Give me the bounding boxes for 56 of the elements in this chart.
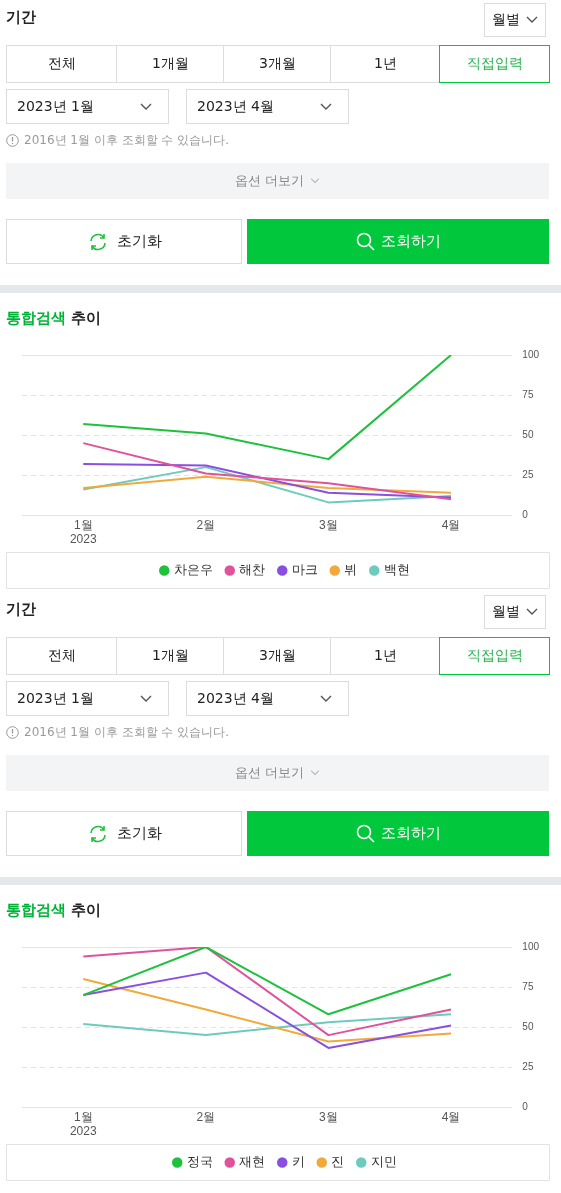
y-tick-label: 100: [522, 940, 540, 952]
legend-label: 마크: [291, 561, 318, 577]
text: 월별: [492, 11, 520, 29]
x-tick-label: 1월 2023: [69, 517, 97, 547]
text: 3개월: [259, 55, 296, 73]
legend-label: 뷔: [344, 561, 358, 577]
y-tick-label: 0: [522, 1100, 529, 1112]
legend-label: 백현: [383, 561, 410, 577]
text: 초기화: [116, 232, 162, 251]
text: 2023년 4월: [197, 689, 274, 708]
legend-label: 키: [291, 1153, 305, 1169]
x-tick-label: 1월 2023: [69, 1109, 97, 1139]
x-tick-label: 4월: [441, 517, 461, 532]
text: 1년: [374, 55, 397, 73]
legend-label: 차은우: [173, 561, 213, 577]
legend-label: 지민: [370, 1153, 397, 1169]
y-tick-label: 25: [522, 468, 534, 480]
text: 조회하기: [380, 232, 441, 251]
text: 2023년 1월: [17, 689, 94, 708]
text: 1개월: [152, 55, 189, 73]
text: 2016년 1월 이후 조회할 수 있습니다.: [24, 132, 230, 149]
y-tick-label: 75: [522, 980, 534, 992]
y-tick-label: 25: [522, 1060, 534, 1072]
y-tick-label: 50: [522, 1020, 534, 1032]
text: 직접입력: [466, 55, 523, 73]
text: 2023년 1월: [17, 97, 94, 116]
text: 2016년 1월 이후 조회할 수 있습니다.: [24, 724, 230, 741]
text: 조회하기: [380, 824, 441, 843]
text: 기간: [6, 8, 36, 27]
x-tick-label: 2월: [196, 1109, 216, 1124]
text: 옵션 더보기: [234, 764, 305, 782]
x-tick-label: 3월: [319, 517, 338, 532]
legend-label: 정국: [186, 1153, 213, 1169]
text: 1개월: [152, 647, 189, 665]
text: 1년: [374, 647, 397, 665]
x-tick-label: 3월: [319, 1109, 338, 1124]
chart-title: 통합검색 추이: [6, 901, 102, 919]
y-tick-label: 0: [522, 508, 529, 520]
legend-label: 해찬: [239, 561, 266, 577]
text: 옵션 더보기: [234, 172, 305, 190]
text: 기간: [6, 600, 36, 619]
x-tick-label: 2월: [196, 517, 216, 532]
x-tick-label: 4월: [441, 1109, 461, 1124]
y-tick-label: 100: [522, 348, 540, 360]
chart-title: 통합검색 추이: [6, 309, 102, 327]
text: 전체: [48, 647, 76, 665]
legend-label: 재현: [239, 1153, 266, 1169]
text: 3개월: [259, 647, 296, 665]
text: 2023년 4월: [197, 97, 274, 116]
text: 전체: [48, 55, 76, 73]
text: 초기화: [116, 824, 162, 843]
text: 직접입력: [466, 647, 523, 665]
y-tick-label: 50: [522, 428, 534, 440]
text: 월별: [492, 603, 520, 621]
legend-label: 진: [331, 1153, 345, 1169]
y-tick-label: 75: [522, 388, 534, 400]
